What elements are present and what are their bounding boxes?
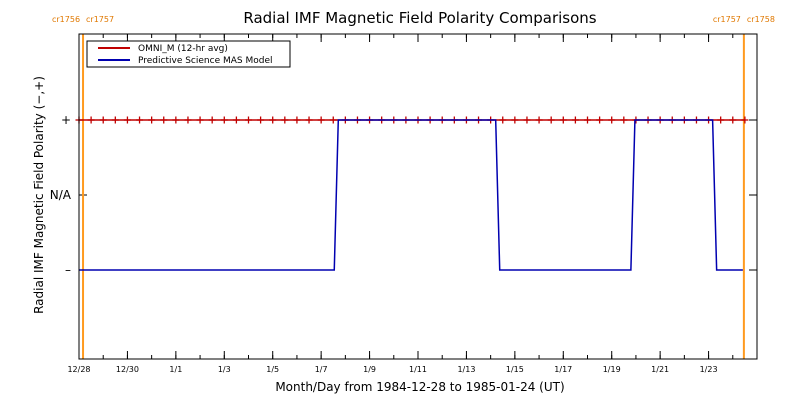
x-tick-label: 1/19: [603, 365, 621, 374]
x-tick-label: 1/15: [506, 365, 524, 374]
carrington-label-left: cr1756: [52, 15, 80, 24]
legend-box: [86, 40, 291, 68]
omni-point: [184, 116, 192, 124]
omni-point: [99, 116, 107, 124]
omni-point: [620, 116, 628, 124]
omni-point: [547, 116, 555, 124]
omni-point: [172, 116, 180, 124]
x-tick-label: 1/5: [266, 365, 279, 374]
omni-point: [232, 116, 240, 124]
carrington-label-left: cr1757: [713, 15, 741, 24]
omni-point: [511, 116, 519, 124]
omni-point: [596, 116, 604, 124]
omni-point: [208, 116, 216, 124]
omni-point: [196, 116, 204, 124]
omni-point: [317, 116, 325, 124]
x-axis-label: Month/Day from 1984-12-28 to 1985-01-24 …: [275, 380, 564, 394]
omni-point: [257, 116, 265, 124]
x-tick-label: 12/30: [116, 365, 139, 374]
y-tick-label: +: [61, 113, 71, 127]
x-tick-label: 1/23: [700, 365, 718, 374]
legend-label-omni: OMNI_M (12-hr avg): [138, 44, 228, 54]
x-tick-label: 1/13: [457, 365, 475, 374]
plot-frame: [78, 33, 758, 360]
x-tick-label: 1/7: [315, 365, 328, 374]
x-tick-label: 1/17: [554, 365, 572, 374]
legend: OMNI_M (12-hr avg) Predictive Science MA…: [86, 40, 291, 68]
carrington-label-right: cr1758: [747, 15, 775, 24]
omni-point: [148, 116, 156, 124]
x-tick-label: 1/21: [651, 365, 669, 374]
x-tick-label: 12/28: [67, 365, 90, 374]
x-tick-label: 1/1: [169, 365, 182, 374]
mas-series-line: [79, 119, 743, 271]
omni-point: [111, 116, 119, 124]
omni-point: [571, 116, 579, 124]
omni-point: [535, 116, 543, 124]
omni-point: [293, 116, 301, 124]
legend-label-mas: Predictive Science MAS Model: [138, 56, 273, 66]
y-axis-label: Radial IMF Magnetic Field Polarity (−,+): [32, 76, 46, 314]
omni-point: [608, 116, 616, 124]
y-tick-label: –: [65, 263, 71, 277]
plot-area: – N/A +12/28 12/30 1/1 1/3 1/5 1/7 1/9 1/11 1/13 1/…: [50, 34, 758, 374]
carrington-label-right: cr1757: [86, 15, 114, 24]
omni-point: [269, 116, 277, 124]
omni-point: [559, 116, 567, 124]
x-tick-label: 1/3: [218, 365, 231, 374]
x-tick-label: 1/9: [363, 365, 376, 374]
omni-point: [87, 116, 95, 124]
chart-title: Radial IMF Magnetic Field Polarity Compa…: [243, 9, 596, 27]
omni-point: [305, 116, 313, 124]
omni-point: [584, 116, 591, 124]
omni-point: [329, 116, 337, 124]
omni-point: [281, 116, 289, 124]
omni-point: [245, 116, 252, 124]
omni-point: [729, 116, 737, 124]
omni-point: [123, 116, 131, 124]
omni-point: [523, 116, 531, 124]
x-tick-label: 1/11: [409, 365, 427, 374]
omni-point: [499, 116, 507, 124]
omni-point: [160, 116, 168, 124]
omni-point: [717, 116, 725, 124]
omni-point: [741, 116, 749, 124]
omni-point: [220, 116, 228, 124]
omni-point: [136, 116, 144, 124]
y-tick-label: N/A: [50, 188, 72, 202]
